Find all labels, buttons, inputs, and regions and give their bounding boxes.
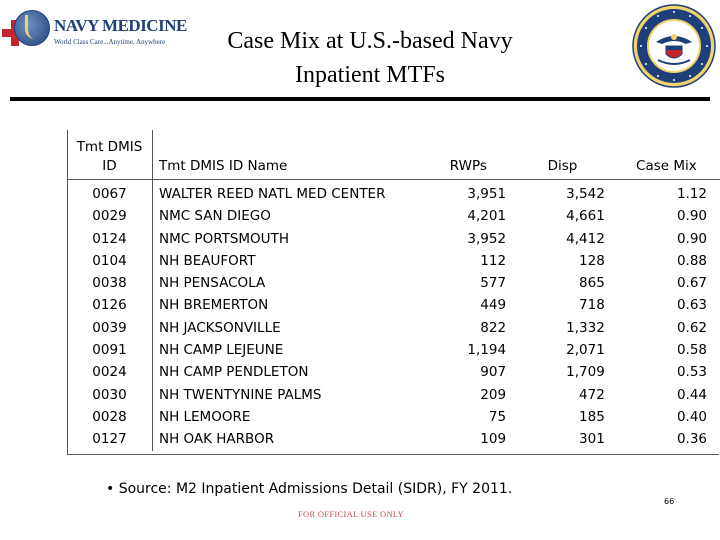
navy-seal-icon: [632, 4, 716, 88]
cell-case-mix: 0.90: [676, 230, 707, 247]
cell-case-mix: 0.63: [676, 297, 707, 314]
case-mix-table: Tmt DMIS ID Tmt DMIS ID Name RWPs Disp C…: [67, 130, 720, 451]
table-row: 0038 NH PENSACOLA 577 865 0.67: [67, 272, 720, 295]
table-row: 0024 NH CAMP PENDLETON 907 1,709 0.53: [67, 361, 720, 384]
cell-case-mix: 1.12: [676, 186, 707, 202]
cell-dmis-id: 0038: [67, 272, 153, 295]
logo-brand-text: NAVY MEDICINE: [54, 16, 187, 35]
cell-rwps: 577: [480, 275, 507, 292]
cell-disp: 472: [579, 386, 605, 403]
cell-disp: 865: [579, 275, 605, 292]
cell-dmis-name: NMC PORTSMOUTH: [158, 230, 289, 247]
cell-disp: 301: [579, 431, 605, 448]
cell-dmis-id: 0028: [67, 405, 153, 429]
table-row: 0091 NH CAMP LEJEUNE 1,194 2,071 0.58: [67, 339, 720, 362]
cell-dmis-name: NH TWENTYNINE PALMS: [158, 386, 322, 403]
page-number: 66: [664, 497, 675, 506]
header-dmis-name: Tmt DMIS ID Name: [152, 130, 425, 180]
cell-disp: 4,661: [566, 208, 605, 225]
cell-rwps: 109: [480, 431, 507, 448]
cell-dmis-id: 0067: [67, 179, 153, 206]
cell-rwps: 449: [480, 297, 507, 314]
cell-dmis-id: 0124: [67, 227, 153, 250]
logo-tagline: World Class Care...Anytime, Anywhere: [54, 38, 166, 46]
cell-disp: 4,412: [566, 230, 605, 247]
cell-case-mix: 0.40: [676, 408, 707, 425]
cell-case-mix: 0.58: [676, 342, 707, 359]
table-row: 0127 NH OAK HARBOR 109 301 0.36: [67, 428, 720, 451]
table-row: 0039 NH JACKSONVILLE 822 1,332 0.62: [67, 316, 720, 340]
header-rwps: RWPs: [424, 130, 513, 180]
cell-rwps: 3,951: [467, 186, 507, 202]
table-row: 0124 NMC PORTSMOUTH 3,952 4,412 0.90: [67, 227, 720, 250]
title-line-2: Inpatient MTFs: [295, 62, 445, 88]
cell-case-mix: 0.36: [676, 431, 707, 448]
table-row: 0028 NH LEMOORE 75 185 0.40: [67, 405, 720, 429]
cell-dmis-name: NH BREMERTON: [158, 297, 269, 314]
table-row: 0067 WALTER REED NATL MED CENTER 3,951 3,54…: [67, 179, 720, 206]
table-row: 0104 NH BEAUFORT 112 128 0.88: [67, 249, 720, 273]
header-disp: Disp: [512, 130, 613, 180]
cell-dmis-id: 0126: [67, 294, 153, 317]
cell-dmis-name: NH CAMP LEJEUNE: [158, 342, 284, 359]
classification-footer: FOR OFFICIAL USE ONLY: [298, 509, 404, 519]
cell-dmis-id: 0127: [67, 428, 153, 451]
cell-disp: 718: [579, 297, 605, 314]
header-dmis-id: Tmt DMIS ID: [67, 130, 153, 180]
cell-dmis-name: NH BEAUFORT: [158, 252, 256, 269]
table-header-row: Tmt DMIS ID Tmt DMIS ID Name RWPs Disp C…: [67, 130, 720, 180]
cell-case-mix: 0.88: [676, 252, 707, 269]
cell-disp: 1,709: [566, 364, 605, 381]
title-line-1: Case Mix at U.S.-based Navy: [227, 28, 513, 54]
cell-rwps: 907: [480, 364, 507, 381]
cell-disp: 128: [579, 252, 605, 269]
title-divider: [10, 97, 710, 101]
cell-dmis-name: NH OAK HARBOR: [158, 431, 275, 448]
page-title: Case Mix at U.S.-based Navy Inpatient MT…: [160, 24, 580, 92]
cell-disp: 2,071: [566, 342, 605, 359]
cell-dmis-id: 0029: [67, 205, 153, 228]
cell-case-mix: 0.53: [676, 364, 707, 381]
globe-icon: [14, 10, 50, 46]
cell-rwps: 75: [488, 408, 507, 425]
cell-dmis-id: 0024: [67, 361, 153, 384]
cell-dmis-name: NH LEMOORE: [158, 408, 251, 425]
header-dmis-id-line-1: Tmt DMIS: [76, 139, 143, 155]
cell-rwps: 3,952: [467, 230, 507, 247]
cell-case-mix: 0.62: [676, 319, 707, 336]
cell-dmis-name: WALTER REED NATL MED CENTER: [158, 186, 386, 202]
cell-rwps: 4,201: [467, 208, 507, 225]
cell-rwps: 822: [480, 319, 507, 336]
table-row: 0029 NMC SAN DIEGO 4,201 4,661 0.90: [67, 205, 720, 228]
cell-dmis-id: 0091: [67, 339, 153, 362]
cell-dmis-id: 0030: [67, 383, 153, 406]
header-dmis-id-line-2: ID: [102, 158, 117, 174]
cell-rwps: 209: [480, 386, 507, 403]
cell-dmis-name: NH PENSACOLA: [158, 275, 266, 292]
navy-medicine-logo: NAVY MEDICINE World Class Care...Anytime…: [2, 6, 187, 54]
cell-disp: 3,542: [566, 186, 605, 202]
cell-dmis-name: NH JACKSONVILLE: [158, 319, 281, 336]
cell-dmis-id: 0039: [67, 316, 153, 340]
cell-case-mix: 0.67: [676, 275, 707, 292]
cell-case-mix: 0.44: [676, 386, 707, 403]
cell-dmis-name: NH CAMP PENDLETON: [158, 364, 309, 381]
cell-case-mix: 0.90: [676, 208, 707, 225]
cell-rwps: 1,194: [467, 342, 507, 359]
header-case-mix: Case Mix: [612, 130, 720, 180]
source-note: • Source: M2 Inpatient Admissions Detail…: [106, 481, 513, 497]
table-row: 0126 NH BREMERTON 449 718 0.63: [67, 294, 720, 317]
cell-disp: 1,332: [566, 319, 605, 336]
cell-disp: 185: [579, 408, 605, 425]
cell-rwps: 112: [480, 252, 507, 269]
table-body: 0067 WALTER REED NATL MED CENTER 3,951 3,54…: [67, 179, 720, 451]
cell-dmis-id: 0104: [67, 249, 153, 273]
cell-dmis-name: NMC SAN DIEGO: [158, 208, 271, 225]
table-row: 0030 NH TWENTYNINE PALMS 209 472 0.44: [67, 383, 720, 406]
